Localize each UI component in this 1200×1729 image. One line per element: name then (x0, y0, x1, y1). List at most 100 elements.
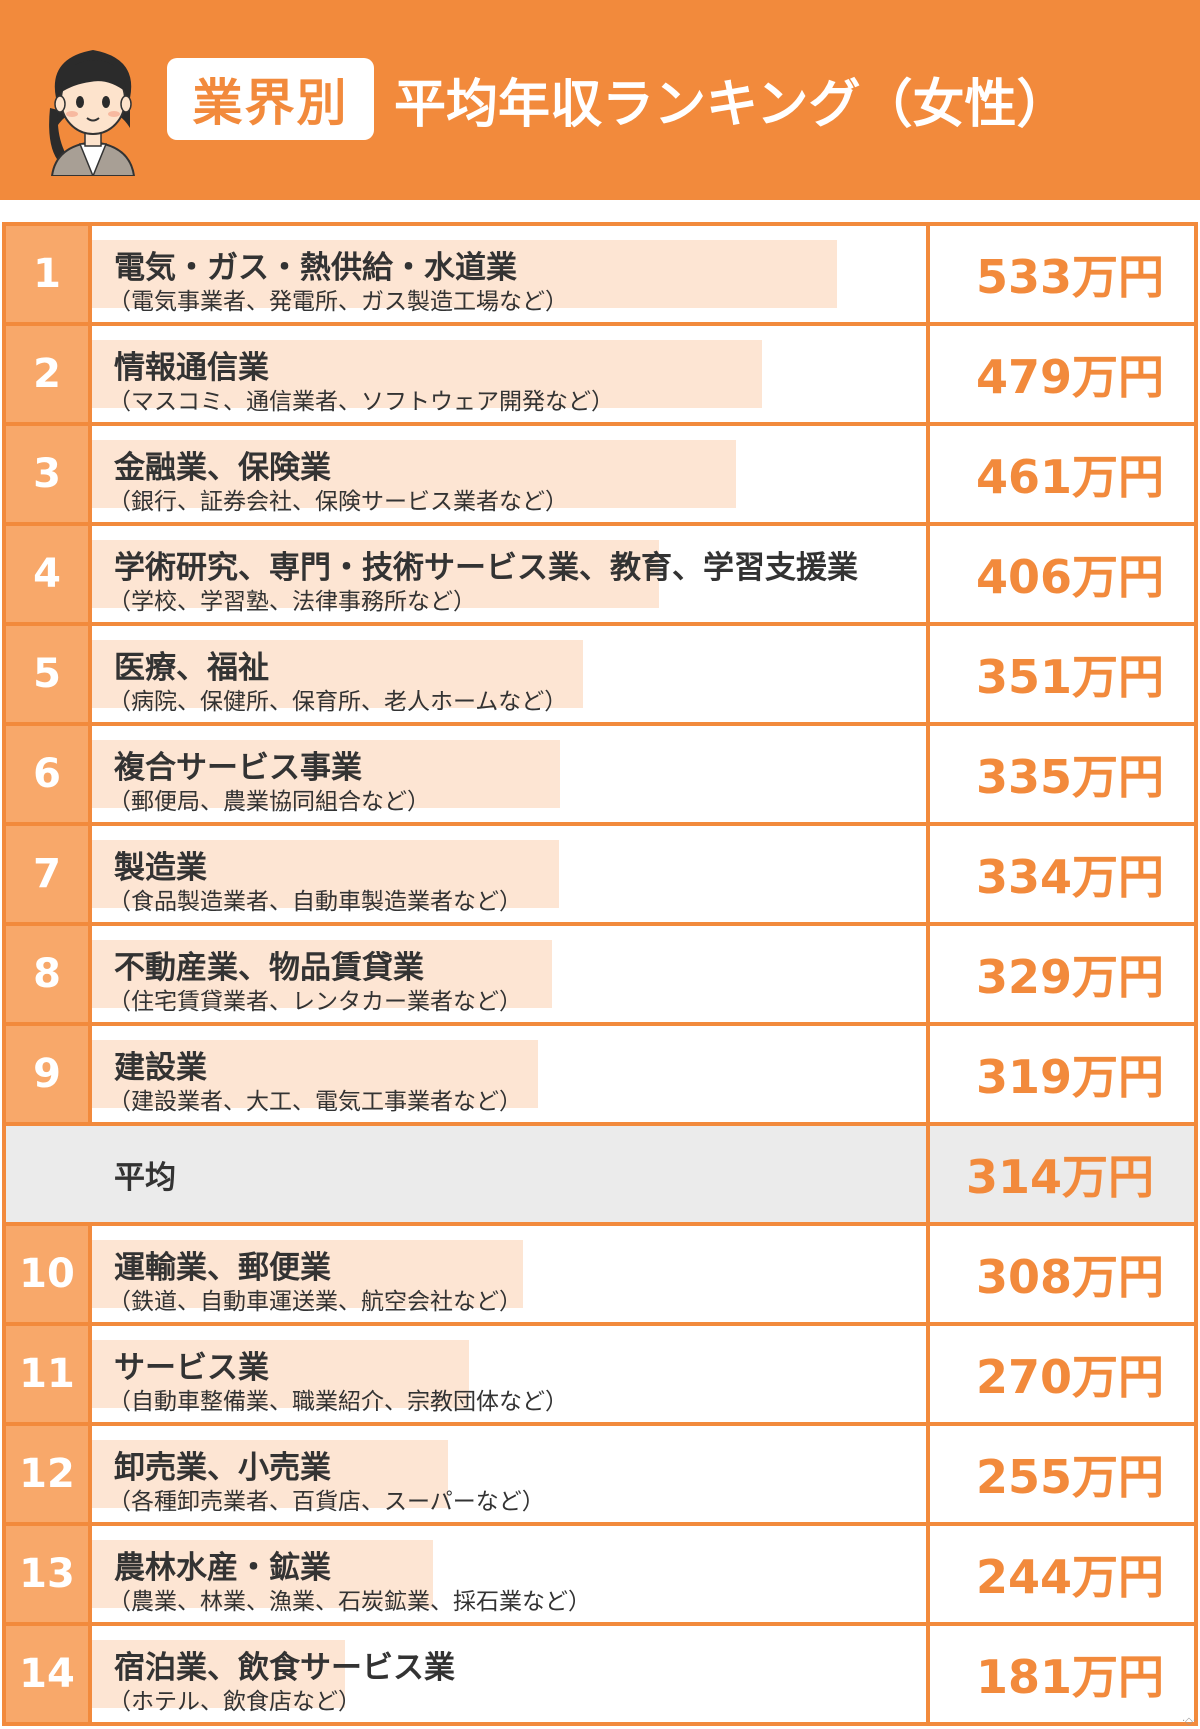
industry-name: 農林水産・鉱業 (114, 1550, 331, 1586)
salary-value: 334万円 (930, 826, 1194, 922)
salary-value: 255万円 (930, 1426, 1194, 1522)
salary-bar (92, 540, 659, 608)
rank-number: 6 (6, 726, 88, 822)
salary-bar (92, 440, 736, 508)
industry-examples: （住宅賃貸業者、レンタカー業者など） (108, 989, 522, 1015)
salary-value: 335万円 (930, 726, 1194, 822)
industry-cell: 不動産業、物品賃貸業 （住宅賃貸業者、レンタカー業者など） (92, 926, 926, 1022)
industry-examples: （郵便局、農業協同組合など） (108, 789, 430, 815)
salary-value: 181万円 (930, 1626, 1194, 1722)
salary-bar (92, 740, 560, 808)
industry-examples: （各種卸売業者、百貨店、スーパーなど） (108, 1489, 545, 1515)
industry-cell: 卸売業、小売業 （各種卸売業者、百貨店、スーパーなど） (92, 1426, 926, 1522)
salary-bar (92, 1640, 345, 1708)
rank-number: 5 (6, 626, 88, 722)
table-row: 3 金融業、保険業 （銀行、証券会社、保険サービス業者など） 461万円 (2, 422, 1198, 522)
table-row: 11 サービス業 （自動車整備業、職業紹介、宗教団体など） 270万円 (2, 1322, 1198, 1422)
salary-bar (92, 1540, 433, 1608)
industry-name: 電気・ガス・熱供給・水道業 (114, 250, 517, 286)
salary-bar (92, 640, 583, 708)
industry-examples: （農業、林業、漁業、石炭鉱業、採石業など） (108, 1589, 591, 1615)
industry-examples: （自動車整備業、職業紹介、宗教団体など） (108, 1389, 568, 1415)
table-row: 4 学術研究、専門・技術サービス業、教育、学習支援業 （学校、学習塾、法律事務所など… (2, 522, 1198, 622)
salary-value: 461万円 (930, 426, 1194, 522)
rank-number: 12 (6, 1426, 88, 1522)
table-row: 13 農林水産・鉱業 （農業、林業、漁業、石炭鉱業、採石業など） 244万円 (2, 1522, 1198, 1622)
salary-bar (92, 240, 837, 308)
industry-name: 卸売業、小売業 (114, 1450, 331, 1486)
rank-number: 4 (6, 526, 88, 622)
industry-cell: 農林水産・鉱業 （農業、林業、漁業、石炭鉱業、採石業など） (92, 1526, 926, 1622)
industry-name: 金融業、保険業 (114, 450, 331, 486)
average-label: 平均 (114, 1159, 176, 1196)
industry-examples: （電気事業者、発電所、ガス製造工場など） (108, 289, 568, 315)
industry-name: 製造業 (114, 850, 207, 886)
industry-cell: 金融業、保険業 （銀行、証券会社、保険サービス業者など） (92, 426, 926, 522)
rank-number: 11 (6, 1326, 88, 1422)
industry-cell: 医療、福祉 （病院、保健所、保育所、老人ホームなど） (92, 626, 926, 722)
salary-value: 351万円 (930, 626, 1194, 722)
salary-bar (92, 1040, 538, 1108)
table-row: 12 卸売業、小売業 （各種卸売業者、百貨店、スーパーなど） 255万円 (2, 1422, 1198, 1522)
industry-name: 医療、福祉 (114, 650, 269, 686)
industry-examples: （銀行、証券会社、保険サービス業者など） (108, 489, 568, 515)
corner-mark: ·◇· (1181, 1716, 1196, 1727)
table-row: 10 運輸業、郵便業 （鉄道、自動車運送業、航空会社など） 308万円 (2, 1222, 1198, 1322)
industry-examples: （学校、学習塾、法律事務所など） (108, 589, 476, 615)
industry-examples: （病院、保健所、保育所、老人ホームなど） (108, 689, 568, 715)
salary-value: 329万円 (930, 926, 1194, 1022)
average-label-cell: 平均 (6, 1126, 926, 1222)
salary-value: 270万円 (930, 1326, 1194, 1422)
rank-number: 14 (6, 1626, 88, 1722)
rank-number: 9 (6, 1026, 88, 1122)
salary-bar (92, 940, 552, 1008)
table-row: 6 複合サービス事業 （郵便局、農業協同組合など） 335万円 (2, 722, 1198, 822)
table-row: 1 電気・ガス・熱供給・水道業 （電気事業者、発電所、ガス製造工場など） 533万円 (2, 222, 1198, 322)
salary-value: 308万円 (930, 1226, 1194, 1322)
industry-cell: 建設業 （建設業者、大工、電気工事業者など） (92, 1026, 926, 1122)
average-row: 平均 314万円 (2, 1122, 1198, 1222)
industry-name: サービス業 (114, 1350, 269, 1386)
woman-avatar-icon (49, 50, 136, 176)
industry-cell: 複合サービス事業 （郵便局、農業協同組合など） (92, 726, 926, 822)
rank-number: 2 (6, 326, 88, 422)
salary-value: 314万円 (930, 1126, 1194, 1222)
rank-number: 3 (6, 426, 88, 522)
salary-bar (92, 840, 559, 908)
industry-cell: 運輸業、郵便業 （鉄道、自動車運送業、航空会社など） (92, 1226, 926, 1322)
industry-cell: サービス業 （自動車整備業、職業紹介、宗教団体など） (92, 1326, 926, 1422)
rank-number: 13 (6, 1526, 88, 1622)
table-row: 8 不動産業、物品賃貸業 （住宅賃貸業者、レンタカー業者など） 329万円 (2, 922, 1198, 1022)
salary-value: 479万円 (930, 326, 1194, 422)
salary-value: 244万円 (930, 1526, 1194, 1622)
table-row: 2 情報通信業 （マスコミ、通信業者、ソフトウェア開発など） 479万円 (2, 322, 1198, 422)
industry-cell: 電気・ガス・熱供給・水道業 （電気事業者、発電所、ガス製造工場など） (92, 226, 926, 322)
industry-examples: （マスコミ、通信業者、ソフトウェア開発など） (108, 389, 614, 415)
industry-name: 運輸業、郵便業 (114, 1250, 331, 1286)
salary-bar (92, 340, 762, 408)
salary-bar (92, 1440, 448, 1508)
industry-cell: 宿泊業、飲食サービス業 （ホテル、飲食店など） (92, 1626, 926, 1722)
industry-examples: （食品製造業者、自動車製造業者など） (108, 889, 522, 915)
table-row: 14 宿泊業、飲食サービス業 （ホテル、飲食店など） 181万円 (2, 1622, 1198, 1722)
category-badge: 業界別 (167, 58, 374, 140)
industry-cell: 情報通信業 （マスコミ、通信業者、ソフトウェア開発など） (92, 326, 926, 422)
industry-cell: 製造業 （食品製造業者、自動車製造業者など） (92, 826, 926, 922)
rank-number: 7 (6, 826, 88, 922)
salary-value: 406万円 (930, 526, 1194, 622)
rank-number: 1 (6, 226, 88, 322)
table-row: 5 医療、福祉 （病院、保健所、保育所、老人ホームなど） 351万円 (2, 622, 1198, 722)
industry-name: 建設業 (114, 1050, 207, 1086)
rank-number: 10 (6, 1226, 88, 1322)
industry-name: 宿泊業、飲食サービス業 (114, 1650, 455, 1686)
salary-bar (92, 1240, 523, 1308)
rank-number: 8 (6, 926, 88, 1022)
table-row: 7 製造業 （食品製造業者、自動車製造業者など） 334万円 (2, 822, 1198, 922)
salary-value: 533万円 (930, 226, 1194, 322)
industry-cell: 学術研究、専門・技術サービス業、教育、学習支援業 （学校、学習塾、法律事務所など） (92, 526, 926, 622)
table-row: 9 建設業 （建設業者、大工、電気工事業者など） 319万円 (2, 1022, 1198, 1122)
industry-examples: （鉄道、自動車運送業、航空会社など） (108, 1289, 522, 1315)
salary-bar (92, 1340, 469, 1408)
ranking-table: 1 電気・ガス・熱供給・水道業 （電気事業者、発電所、ガス製造工場など） 533万円 2… (2, 222, 1198, 1726)
industry-name: 不動産業、物品賃貸業 (114, 950, 424, 986)
